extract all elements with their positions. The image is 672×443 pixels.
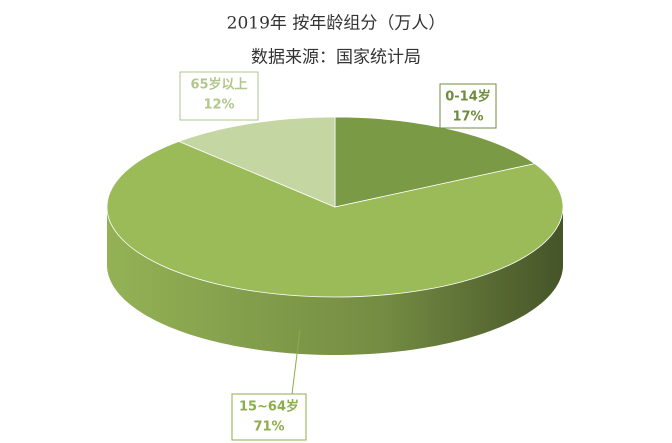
slice-label: 65岁以上 — [190, 77, 247, 93]
slice — [177, 116, 336, 208]
label-box — [179, 71, 259, 121]
label-box — [231, 393, 307, 441]
value-label: 12% — [203, 98, 234, 113]
chart-subtitle: 数据来源：国家统计局 — [251, 48, 421, 68]
value-label: 17% — [452, 110, 483, 125]
label-box — [439, 83, 497, 129]
leader-line — [291, 329, 301, 395]
slice — [334, 116, 536, 208]
slice — [106, 140, 564, 298]
value-label: 71% — [253, 420, 284, 435]
slice-label: 0-14岁 — [445, 89, 491, 105]
chart-title: 2019年 按年龄组分（万人） — [227, 14, 446, 34]
slice-label: 15~64岁 — [239, 399, 299, 415]
slice-side-shade — [107, 207, 563, 355]
